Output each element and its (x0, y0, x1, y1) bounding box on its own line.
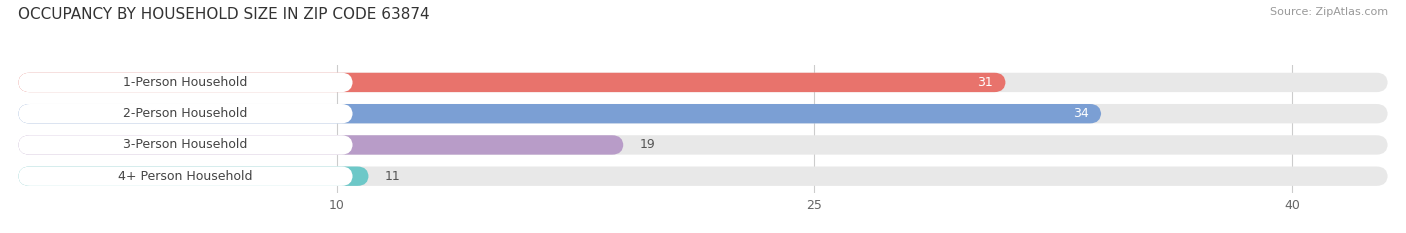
Text: 1-Person Household: 1-Person Household (124, 76, 247, 89)
FancyBboxPatch shape (18, 135, 623, 155)
Text: 11: 11 (384, 170, 401, 183)
FancyBboxPatch shape (18, 104, 1388, 123)
FancyBboxPatch shape (18, 73, 353, 92)
FancyBboxPatch shape (18, 73, 1005, 92)
FancyBboxPatch shape (18, 135, 1388, 155)
Text: 31: 31 (977, 76, 993, 89)
Text: 4+ Person Household: 4+ Person Household (118, 170, 253, 183)
Text: 34: 34 (1073, 107, 1088, 120)
FancyBboxPatch shape (18, 73, 1388, 92)
Text: 2-Person Household: 2-Person Household (124, 107, 247, 120)
FancyBboxPatch shape (18, 104, 353, 123)
FancyBboxPatch shape (18, 167, 368, 186)
FancyBboxPatch shape (18, 167, 353, 186)
Text: Source: ZipAtlas.com: Source: ZipAtlas.com (1270, 7, 1388, 17)
FancyBboxPatch shape (18, 135, 353, 155)
Text: 3-Person Household: 3-Person Household (124, 138, 247, 151)
FancyBboxPatch shape (18, 167, 1388, 186)
FancyBboxPatch shape (18, 104, 1101, 123)
Text: OCCUPANCY BY HOUSEHOLD SIZE IN ZIP CODE 63874: OCCUPANCY BY HOUSEHOLD SIZE IN ZIP CODE … (18, 7, 430, 22)
Text: 19: 19 (640, 138, 655, 151)
